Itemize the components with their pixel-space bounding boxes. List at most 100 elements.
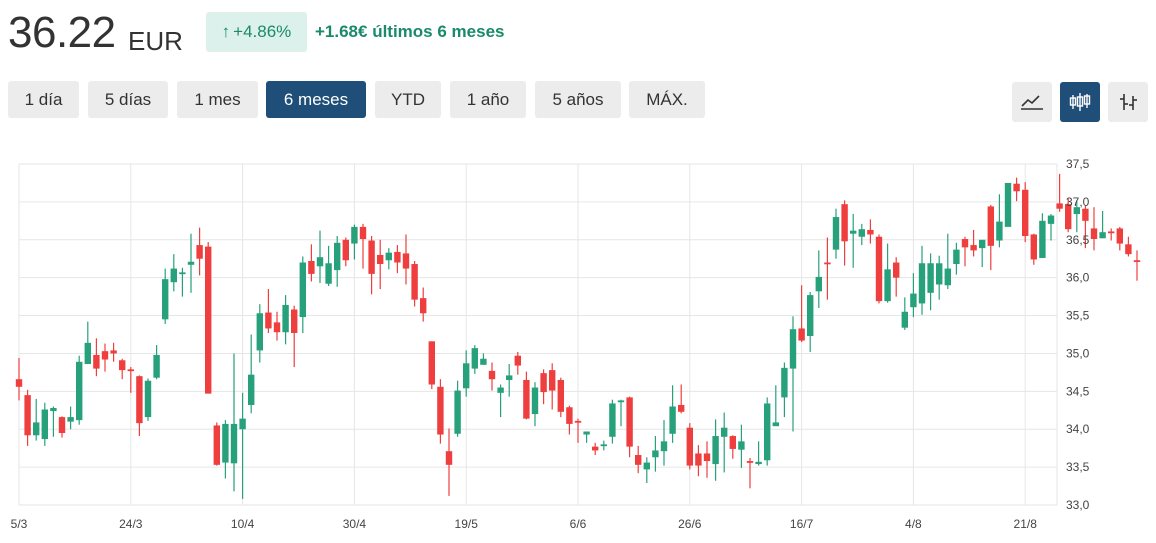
candle (256, 304, 263, 363)
candle (385, 248, 392, 270)
candle (230, 353, 238, 492)
line-chart-button[interactable] (1012, 82, 1052, 122)
candle (678, 384, 685, 414)
price-chart: 33,0 33,5 34,0 34,5 35,0 35,5 36,0 36,5 37,0 37,5… (11, 157, 1141, 531)
candle-body (927, 263, 934, 293)
candle (58, 416, 66, 438)
candle (523, 371, 530, 420)
candle-body (815, 276, 822, 292)
candle-body (334, 242, 341, 271)
candle-body (437, 386, 444, 435)
range-button-max[interactable]: MÁX. (629, 81, 705, 118)
candle (67, 406, 74, 430)
candle (488, 362, 496, 391)
x-tick-label: 4/8 (905, 517, 922, 531)
candle-body (256, 313, 263, 351)
candle (179, 267, 186, 297)
candle-body (652, 450, 659, 458)
candle-body (738, 441, 745, 450)
candle (222, 420, 229, 479)
candle-body (798, 328, 805, 341)
x-axis: 5/3 24/3 10/4 30/4 19/5 6/6 26/6 16/7 4/8 21/8 (11, 517, 1038, 531)
candle-body (282, 304, 289, 333)
candle (669, 385, 676, 443)
candle-body (76, 361, 83, 421)
candle-body (420, 298, 427, 314)
range-button-5-days[interactable]: 5 días (88, 81, 168, 118)
candle (712, 419, 719, 481)
candle (738, 424, 745, 468)
candle-body (1116, 228, 1123, 244)
candle (901, 297, 908, 330)
range-button-1-day[interactable]: 1 día (8, 81, 79, 118)
candle (1039, 213, 1046, 258)
candle (635, 445, 642, 474)
candle (643, 457, 650, 484)
range-button-5-years[interactable]: 5 años (535, 81, 621, 118)
candle (101, 343, 109, 372)
candle-body (1056, 203, 1063, 209)
candle-body (936, 263, 943, 285)
candle-body (205, 246, 212, 394)
candle (549, 363, 556, 410)
candle (308, 244, 315, 282)
candle-body (695, 453, 702, 466)
candle-body (299, 262, 306, 318)
candle-body (987, 206, 994, 246)
x-tick-label: 5/3 (11, 517, 28, 531)
candle-body (471, 348, 478, 369)
candle (609, 399, 616, 444)
candle-body (308, 260, 315, 274)
candle (592, 442, 599, 455)
candle (291, 305, 298, 368)
candle (153, 345, 160, 380)
candle (893, 257, 900, 297)
candle (1099, 210, 1106, 239)
candle-body (755, 461, 762, 465)
candle-body (239, 418, 246, 430)
candle (136, 375, 143, 437)
candlestick-chart-button[interactable] (1060, 82, 1100, 122)
candle (953, 242, 960, 275)
candle (600, 440, 607, 451)
candle-body (497, 387, 504, 393)
candle (996, 194, 1003, 248)
candle (540, 369, 547, 405)
candle (497, 384, 504, 418)
candle (772, 385, 779, 427)
candle-body (488, 370, 496, 380)
candle (187, 233, 195, 293)
candle (1013, 177, 1020, 202)
candle-body (531, 387, 539, 415)
candle-body (1099, 232, 1106, 239)
range-button-1-month[interactable]: 1 mes (177, 81, 258, 118)
candle (170, 254, 177, 292)
candle-body (144, 380, 152, 418)
candle-body (875, 236, 883, 302)
range-button-1-year[interactable]: 1 año (450, 81, 526, 118)
candle-body (127, 369, 134, 372)
candle (411, 260, 418, 307)
range-button-ytd[interactable]: YTD (375, 81, 441, 118)
candle-body (170, 268, 177, 283)
candle-body (265, 312, 272, 329)
range-button-6-months[interactable]: 6 meses (266, 81, 366, 118)
candle-body (523, 379, 530, 419)
candle-body (626, 397, 633, 447)
candle (342, 237, 349, 267)
candle-body (841, 204, 848, 242)
candle (1116, 226, 1123, 251)
candle-body (110, 350, 117, 354)
arrow-up-icon: ↑ (221, 22, 231, 41)
candle-body (686, 427, 693, 466)
candle (351, 224, 358, 260)
candle (1073, 200, 1080, 233)
candle-body (979, 239, 986, 249)
candle-body (781, 367, 788, 398)
candle-body (858, 229, 865, 237)
ohlc-chart-button[interactable] (1108, 82, 1148, 122)
candle (703, 441, 711, 478)
candle (1082, 205, 1089, 249)
candle (480, 353, 487, 365)
candle-body (514, 355, 521, 366)
